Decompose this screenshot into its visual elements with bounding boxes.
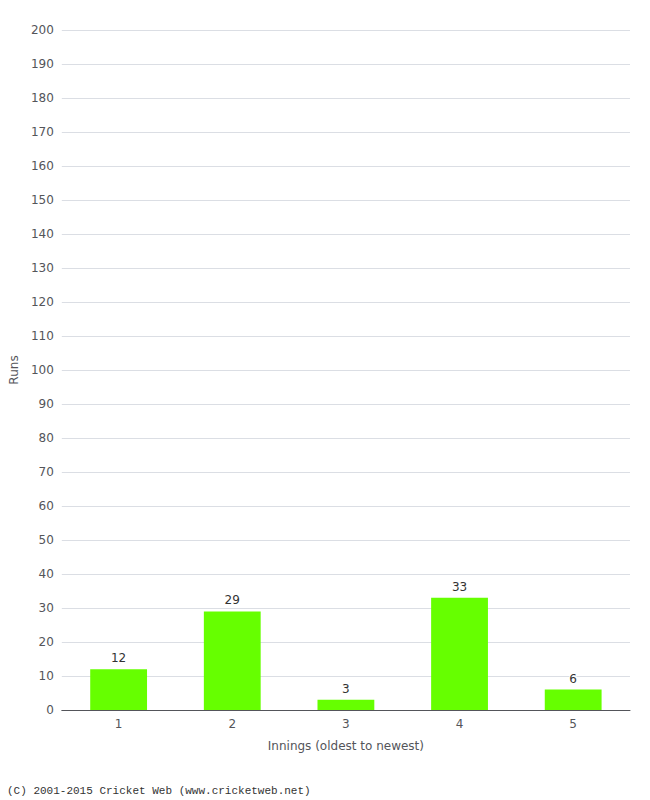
- svg-text:3: 3: [342, 682, 350, 696]
- svg-text:4: 4: [456, 717, 464, 731]
- svg-text:29: 29: [225, 593, 240, 607]
- svg-text:160: 160: [31, 159, 54, 173]
- svg-text:50: 50: [39, 533, 54, 547]
- svg-text:40: 40: [39, 567, 54, 581]
- svg-text:200: 200: [31, 23, 54, 37]
- svg-text:110: 110: [31, 329, 54, 343]
- svg-text:Innings (oldest to newest): Innings (oldest to newest): [268, 739, 424, 753]
- svg-text:90: 90: [39, 397, 54, 411]
- svg-text:130: 130: [31, 261, 54, 275]
- svg-text:12: 12: [111, 651, 126, 665]
- svg-text:70: 70: [39, 465, 54, 479]
- svg-text:150: 150: [31, 193, 54, 207]
- svg-text:190: 190: [31, 57, 54, 71]
- svg-text:140: 140: [31, 227, 54, 241]
- svg-text:3: 3: [342, 717, 350, 731]
- svg-text:20: 20: [39, 635, 54, 649]
- svg-text:80: 80: [39, 431, 54, 445]
- svg-text:120: 120: [31, 295, 54, 309]
- svg-text:2: 2: [228, 717, 236, 731]
- svg-text:100: 100: [31, 363, 54, 377]
- svg-text:0: 0: [46, 703, 54, 717]
- svg-text:Runs: Runs: [7, 355, 21, 384]
- svg-text:1: 1: [115, 717, 123, 731]
- svg-text:6: 6: [569, 672, 577, 686]
- svg-text:5: 5: [569, 717, 577, 731]
- svg-text:(C) 2001-2015 Cricket Web (www: (C) 2001-2015 Cricket Web (www.cricketwe…: [7, 785, 311, 797]
- svg-text:180: 180: [31, 91, 54, 105]
- svg-text:33: 33: [452, 580, 467, 594]
- svg-text:30: 30: [39, 601, 54, 615]
- svg-text:60: 60: [39, 499, 54, 513]
- svg-text:170: 170: [31, 125, 54, 139]
- svg-text:10: 10: [39, 669, 54, 683]
